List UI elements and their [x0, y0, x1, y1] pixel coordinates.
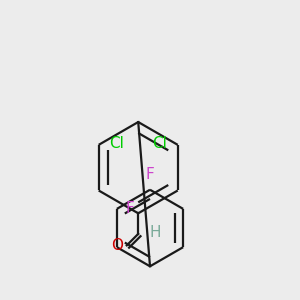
Text: O: O	[111, 238, 123, 253]
Text: H: H	[149, 225, 161, 240]
Text: Cl: Cl	[109, 136, 124, 151]
Text: F: F	[146, 167, 154, 182]
Text: F: F	[126, 201, 134, 216]
Text: Cl: Cl	[153, 136, 167, 151]
